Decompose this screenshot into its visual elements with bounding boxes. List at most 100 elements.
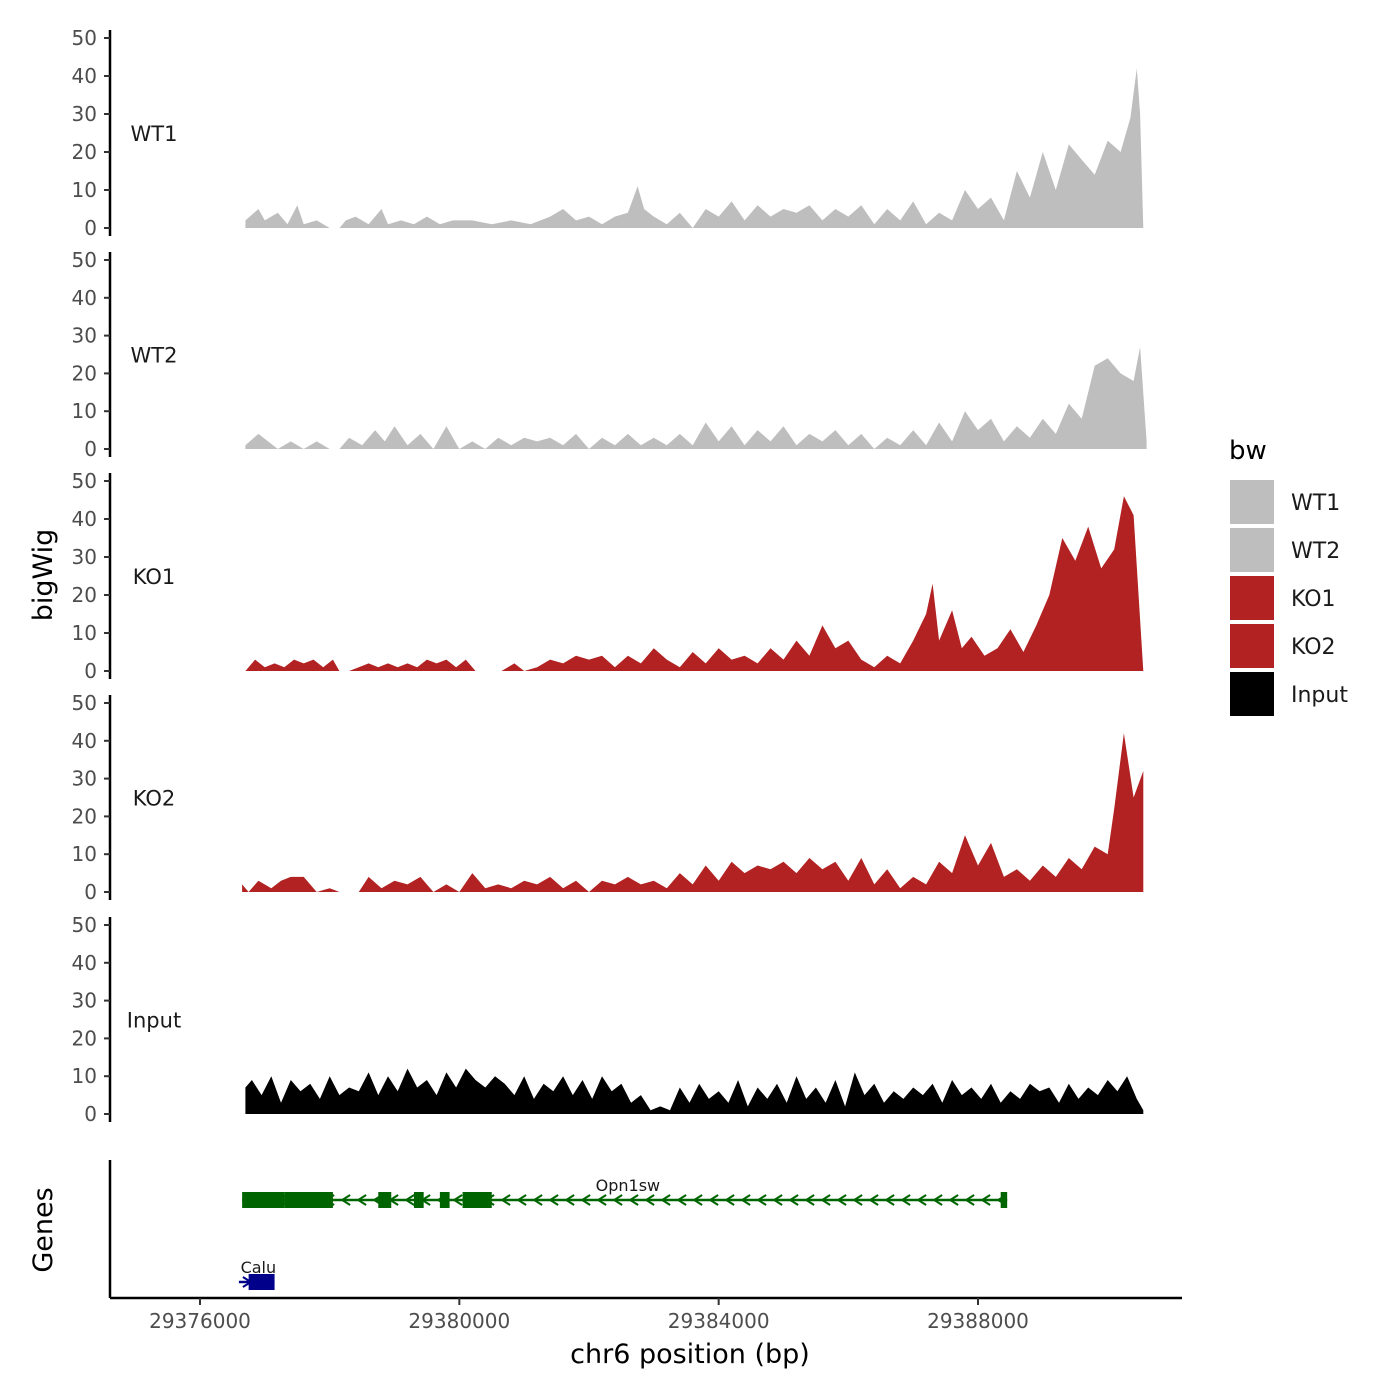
strand-chevron	[980, 1194, 991, 1206]
genes-panel: Opn1sw Calu	[108, 1160, 1008, 1298]
legend-entry-wt2: WT2	[1230, 528, 1340, 572]
legend-entry-ko1: KO1	[1230, 576, 1336, 620]
strand-chevron	[868, 1194, 879, 1206]
strand-chevron	[932, 1194, 943, 1206]
strand-chevron	[532, 1194, 543, 1206]
track-label: KO1	[133, 565, 176, 589]
strand-chevron	[756, 1194, 767, 1206]
x-axis: 29376000 29380000 29384000 29388000	[110, 1296, 1182, 1333]
strand-chevron	[404, 1194, 415, 1206]
gene-label: Opn1sw	[596, 1176, 661, 1195]
strand-chevron	[500, 1194, 511, 1206]
legend-swatch	[1230, 480, 1274, 524]
strand-chevron	[820, 1194, 831, 1206]
y-tick-label: 40	[72, 729, 97, 753]
x-tick-label: 29380000	[408, 1309, 510, 1333]
track-wt1: 0 10 20 30 40 50 WT1	[72, 26, 1144, 240]
genes-axis-title: Genes	[28, 1187, 59, 1272]
legend-label: KO1	[1291, 587, 1336, 612]
track-input: 0 10 20 30 40 50 Input	[72, 913, 1144, 1126]
strand-chevron	[692, 1194, 703, 1206]
legend-title: bw	[1229, 436, 1267, 466]
y-tick-label: 10	[72, 1064, 97, 1088]
strand-chevron	[612, 1194, 623, 1206]
y-tick-label: 40	[72, 507, 97, 531]
y-tick-label: 20	[72, 361, 97, 385]
strand-chevron	[740, 1194, 751, 1206]
strand-chevron	[948, 1194, 959, 1206]
gene-exon	[1000, 1192, 1008, 1208]
legend-label: KO2	[1291, 635, 1336, 660]
legend-entry-ko2: KO2	[1230, 624, 1336, 668]
gene-exon	[378, 1192, 392, 1208]
track-label: WT2	[131, 344, 178, 368]
y-tick-label: 30	[72, 989, 97, 1013]
gene-exon	[462, 1192, 492, 1208]
y-tick-label: 30	[72, 102, 97, 126]
x-tick-label: 29388000	[927, 1309, 1029, 1333]
track-label: WT1	[131, 122, 178, 146]
y-tick-label: 50	[72, 469, 97, 493]
bigwig-tracks: 0 10 20 30 40 50 WT1 0 10 20 30 40 50 WT2 0 10 20 30 40 50 K…	[72, 26, 1147, 1126]
legend-label: Input	[1291, 683, 1348, 708]
y-tick-label: 0	[84, 880, 97, 904]
y-tick-label: 0	[84, 216, 97, 240]
y-tick-label: 50	[72, 913, 97, 937]
strand-chevron	[836, 1194, 847, 1206]
gene-exon	[413, 1192, 424, 1208]
legend-entry-input: Input	[1230, 672, 1348, 716]
y-tick-label: 30	[72, 545, 97, 569]
coverage-area-ko2	[242, 733, 1144, 892]
strand-chevron	[900, 1194, 911, 1206]
y-tick-label: 0	[84, 1102, 97, 1126]
strand-chevron	[852, 1194, 863, 1206]
y-tick-label: 20	[72, 1026, 97, 1050]
legend-swatch	[1230, 624, 1274, 668]
legend: bw WT1 WT2 KO1 KO2 Input	[1229, 436, 1348, 716]
gene-label: Calu	[241, 1258, 277, 1277]
gene-exon	[242, 1192, 285, 1208]
strand-chevron	[772, 1194, 783, 1206]
track-wt2: 0 10 20 30 40 50 WT2	[72, 248, 1147, 461]
coverage-area-wt1	[245, 68, 1144, 229]
strand-chevron	[340, 1194, 351, 1206]
gene-exon	[284, 1192, 333, 1208]
strand-chevron	[884, 1194, 895, 1206]
y-tick-label: 0	[84, 437, 97, 461]
gene-calu: Calu	[238, 1258, 277, 1290]
track-ko2: 0 10 20 30 40 50 KO2	[72, 691, 1144, 904]
legend-label: WT1	[1291, 491, 1340, 516]
y-tick-label: 40	[72, 951, 97, 975]
coverage-area-wt2	[245, 346, 1147, 449]
strand-chevron	[516, 1194, 527, 1206]
y-tick-label: 0	[84, 659, 97, 683]
legend-entry-wt1: WT1	[1230, 480, 1340, 524]
legend-swatch	[1230, 528, 1274, 572]
strand-chevron	[788, 1194, 799, 1206]
strand-chevron	[580, 1194, 591, 1206]
gene-exon	[439, 1192, 450, 1208]
y-tick-label: 50	[72, 26, 97, 50]
strand-chevron	[916, 1194, 927, 1206]
strand-chevron	[804, 1194, 815, 1206]
strand-chevron	[596, 1194, 607, 1206]
y-tick-label: 10	[72, 842, 97, 866]
x-tick-label: 29376000	[149, 1309, 251, 1333]
y-tick-label: 40	[72, 286, 97, 310]
y-tick-label: 30	[72, 324, 97, 348]
x-tick-label: 29384000	[668, 1309, 770, 1333]
legend-label: WT2	[1291, 539, 1340, 564]
legend-swatch	[1230, 672, 1274, 716]
strand-chevron	[356, 1194, 367, 1206]
strand-chevron	[676, 1194, 687, 1206]
y-tick-label: 10	[72, 178, 97, 202]
y-tick-label: 50	[72, 248, 97, 272]
strand-chevron	[660, 1194, 671, 1206]
y-tick-label: 30	[72, 767, 97, 791]
y-tick-label: 40	[72, 64, 97, 88]
y-tick-label: 20	[72, 583, 97, 607]
track-ko1: 0 10 20 30 40 50 KO1	[72, 469, 1144, 683]
y-tick-label: 10	[72, 399, 97, 423]
legend-swatch	[1230, 576, 1274, 620]
